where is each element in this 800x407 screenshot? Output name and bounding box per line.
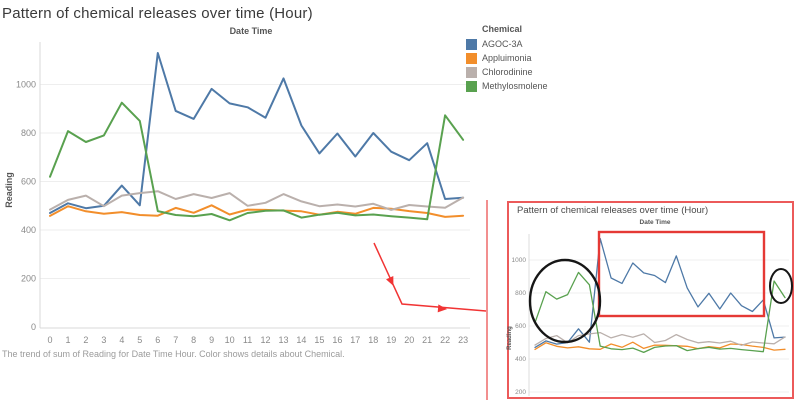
main-ytick-label: 600 bbox=[21, 177, 36, 187]
inset-red-border bbox=[507, 201, 794, 399]
main-xtick-label: 18 bbox=[368, 335, 378, 345]
main-xaxis-title: Date Time bbox=[229, 26, 273, 36]
main-series-Methylosmolene[interactable] bbox=[49, 101, 465, 222]
main-series-AGOC-3A[interactable] bbox=[49, 52, 465, 214]
main-ytick-label: 0 bbox=[31, 322, 36, 332]
main-xtick-label: 12 bbox=[261, 335, 271, 345]
legend-label: Chlorodinine bbox=[482, 67, 533, 77]
legend-item-methylosmolene[interactable]: Methylosmolene bbox=[466, 79, 596, 93]
main-xtick-label: 10 bbox=[225, 335, 235, 345]
main-xtick-label: 13 bbox=[278, 335, 288, 345]
main-xtick-label: 7 bbox=[173, 335, 178, 345]
main-xtick-label: 3 bbox=[101, 335, 106, 345]
legend-swatch-appluimonia bbox=[466, 52, 477, 64]
main-ytick-label: 200 bbox=[21, 274, 36, 284]
legend-swatch-agoc-3a bbox=[466, 38, 477, 50]
legend-swatch-methylosmolene bbox=[466, 80, 477, 92]
main-xtick-label: 23 bbox=[458, 335, 468, 345]
main-xtick-label: 1 bbox=[65, 335, 70, 345]
inset-xaxis-title: Date Time bbox=[639, 219, 671, 226]
main-xtick-label: 19 bbox=[386, 335, 396, 345]
legend-item-chlorodinine[interactable]: Chlorodinine bbox=[466, 65, 596, 79]
main-xtick-label: 9 bbox=[209, 335, 214, 345]
legend-item-appluimonia[interactable]: Appluimonia bbox=[466, 51, 596, 65]
legend-label: AGOC-3A bbox=[482, 39, 523, 49]
main-xtick-label: 5 bbox=[137, 335, 142, 345]
main-ytick-label: 1000 bbox=[16, 80, 36, 90]
main-series-Appluimonia[interactable] bbox=[49, 204, 465, 218]
main-xtick-label: 15 bbox=[314, 335, 324, 345]
annotation-arrow-line bbox=[373, 242, 487, 312]
main-ytick-label: 400 bbox=[21, 225, 36, 235]
chart-caption: The trend of sum of Reading for Date Tim… bbox=[2, 349, 345, 359]
main-xtick-label: 11 bbox=[243, 335, 252, 345]
main-xtick-label: 22 bbox=[440, 335, 450, 345]
legend: Chemical AGOC-3A Appluimonia Chlorodinin… bbox=[466, 24, 596, 93]
main-xtick-label: 2 bbox=[83, 335, 88, 345]
main-xtick-label: 14 bbox=[296, 335, 306, 345]
main-xtick-label: 0 bbox=[47, 335, 52, 345]
main-xtick-label: 6 bbox=[155, 335, 160, 345]
main-xtick-label: 16 bbox=[332, 335, 342, 345]
legend-label: Methylosmolene bbox=[482, 81, 548, 91]
annotation-arrowhead bbox=[386, 276, 394, 286]
main-xtick-label: 21 bbox=[422, 335, 432, 345]
main-yaxis-title: Reading bbox=[4, 172, 14, 208]
main-xtick-label: 4 bbox=[119, 335, 124, 345]
inset-yaxis-title: Reading bbox=[507, 326, 513, 350]
main-ytick-label: 800 bbox=[21, 128, 36, 138]
main-xtick-label: 17 bbox=[350, 335, 360, 345]
main-xtick-label: 8 bbox=[191, 335, 196, 345]
inset-title: Pattern of chemical releases over time (… bbox=[517, 205, 709, 216]
page-title: Pattern of chemical releases over time (… bbox=[2, 5, 313, 22]
legend-label: Appluimonia bbox=[482, 53, 532, 63]
legend-item-agoc-3a[interactable]: AGOC-3A bbox=[466, 37, 596, 51]
main-xtick-label: 20 bbox=[404, 335, 414, 345]
legend-swatch-chlorodinine bbox=[466, 66, 477, 78]
annotation-arrowhead bbox=[437, 304, 447, 313]
main-series-Chlorodinine[interactable] bbox=[49, 190, 465, 211]
legend-title: Chemical bbox=[482, 24, 523, 34]
